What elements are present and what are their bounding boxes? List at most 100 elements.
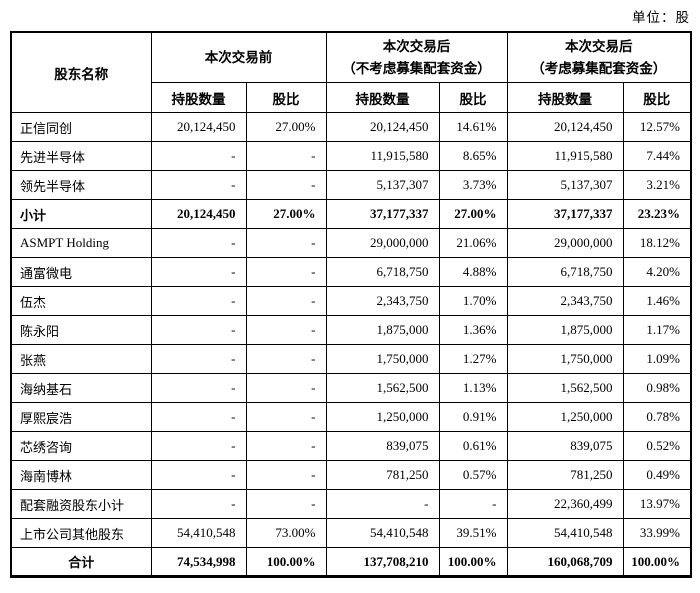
shares-after-incl-cell: 54,410,548 xyxy=(506,518,624,548)
ratio-after-excl-cell: 3.73% xyxy=(438,170,508,200)
shares-after-incl-cell: 2,343,750 xyxy=(506,286,624,316)
ratio-before-cell: 27.00% xyxy=(245,199,327,229)
unit-label: 单位：股 xyxy=(632,10,690,25)
shares-after-incl-cell: 839,075 xyxy=(506,431,624,461)
shares-after-incl-cell: 781,250 xyxy=(506,460,624,490)
shares-before-cell: - xyxy=(150,170,247,200)
ratio-after-excl-cell: 21.06% xyxy=(438,228,508,258)
table-row: 伍杰 - - 2,343,750 1.70% 2,343,750 1.46% xyxy=(10,286,692,316)
ratio-after-excl-cell: 14.61% xyxy=(438,112,508,142)
ratio-before-cell: - xyxy=(245,257,327,287)
table-row: 正信同创 20,124,450 27.00% 20,124,450 14.61%… xyxy=(10,112,692,142)
shareholding-table: 股东名称 本次交易前 本次交易后 （不考虑募集配套资金） 本次交易后 （考虑募集… xyxy=(10,31,692,578)
ratio-after-excl-cell: 1.27% xyxy=(438,344,508,374)
ratio-before-cell: - xyxy=(245,141,327,171)
shares-before-cell: 20,124,450 xyxy=(150,112,247,142)
shares-after-excl-cell: 5,137,307 xyxy=(325,170,440,200)
table-row: 上市公司其他股东 54,410,548 73.00% 54,410,548 39… xyxy=(10,518,692,548)
table-row: ASMPT Holding - - 29,000,000 21.06% 29,0… xyxy=(10,228,692,258)
ratio-after-incl-cell: 0.52% xyxy=(622,431,692,461)
shareholder-name-cell: 小计 xyxy=(10,199,152,229)
header-group-before-transaction: 本次交易前 xyxy=(150,31,327,83)
ratio-after-excl-cell: 1.70% xyxy=(438,286,508,316)
shares-after-excl-cell: 137,708,210 xyxy=(325,547,440,577)
header-group-after-excl-line2: （不考虑募集配套资金） xyxy=(342,60,491,76)
shares-after-excl-cell: 781,250 xyxy=(325,460,440,490)
ratio-after-incl-cell: 1.09% xyxy=(622,344,692,374)
ratio-before-cell: - xyxy=(245,170,327,200)
shareholder-name-cell: 通富微电 xyxy=(10,257,152,287)
shares-before-cell: - xyxy=(150,402,247,432)
shares-after-incl-cell: 160,068,709 xyxy=(506,547,624,577)
shareholder-name-cell: 上市公司其他股东 xyxy=(10,518,152,548)
ratio-before-cell: 73.00% xyxy=(245,518,327,548)
shares-after-excl-cell: 1,750,000 xyxy=(325,344,440,374)
header-shares-count-after-incl: 持股数量 xyxy=(506,82,624,113)
header-group-after-incl-line2: （考虑募集配套资金） xyxy=(531,60,667,76)
header-shareholder-name: 股东名称 xyxy=(10,31,152,113)
shares-before-cell: - xyxy=(150,315,247,345)
table-row: 小计 20,124,450 27.00% 37,177,337 27.00% 3… xyxy=(10,199,692,229)
shares-before-cell: 74,534,998 xyxy=(150,547,247,577)
shares-after-incl-cell: 1,562,500 xyxy=(506,373,624,403)
header-group-after-excl-line1: 本次交易后 xyxy=(382,38,451,54)
shares-after-incl-cell: 1,875,000 xyxy=(506,315,624,345)
shares-after-incl-cell: 5,137,307 xyxy=(506,170,624,200)
table-row: 芯绣咨询 - - 839,075 0.61% 839,075 0.52% xyxy=(10,431,692,461)
header-group-after-incl-line1: 本次交易后 xyxy=(565,38,633,54)
header-group-after-excl-financing: 本次交易后 （不考虑募集配套资金） xyxy=(325,31,508,83)
ratio-before-cell: 27.00% xyxy=(245,112,327,142)
ratio-after-excl-cell: - xyxy=(438,489,508,519)
ratio-after-excl-cell: 1.36% xyxy=(438,315,508,345)
header-group-before-line1: 本次交易前 xyxy=(204,49,273,65)
shares-before-cell: - xyxy=(150,373,247,403)
ratio-after-incl-cell: 13.97% xyxy=(622,489,692,519)
header-shares-count-after-excl: 持股数量 xyxy=(325,82,440,113)
shares-after-excl-cell: 1,562,500 xyxy=(325,373,440,403)
ratio-before-cell: - xyxy=(245,286,327,316)
shares-before-cell: - xyxy=(150,431,247,461)
shares-after-excl-cell: 29,000,000 xyxy=(325,228,440,258)
shareholder-name-cell: 海纳基石 xyxy=(10,373,152,403)
header-group-after-incl-financing: 本次交易后 （考虑募集配套资金） xyxy=(506,31,692,83)
header-share-ratio-after-incl: 股比 xyxy=(622,82,692,113)
shares-after-excl-cell: 11,915,580 xyxy=(325,141,440,171)
shares-before-cell: - xyxy=(150,489,247,519)
table-row: 领先半导体 - - 5,137,307 3.73% 5,137,307 3.21… xyxy=(10,170,692,200)
shares-after-excl-cell: 20,124,450 xyxy=(325,112,440,142)
ratio-after-incl-cell: 33.99% xyxy=(622,518,692,548)
ratio-after-incl-cell: 18.12% xyxy=(622,228,692,258)
shares-after-excl-cell: 37,177,337 xyxy=(325,199,440,229)
shares-before-cell: - xyxy=(150,286,247,316)
shareholder-name-cell: 陈永阳 xyxy=(10,315,152,345)
ratio-after-incl-cell: 23.23% xyxy=(622,199,692,229)
shares-after-excl-cell: 1,875,000 xyxy=(325,315,440,345)
ratio-after-excl-cell: 39.51% xyxy=(438,518,508,548)
shareholder-name-cell: 领先半导体 xyxy=(10,170,152,200)
table-row: 通富微电 - - 6,718,750 4.88% 6,718,750 4.20% xyxy=(10,257,692,287)
shareholder-name-cell: 海南博林 xyxy=(10,460,152,490)
ratio-after-excl-cell: 8.65% xyxy=(438,141,508,171)
shares-before-cell: 20,124,450 xyxy=(150,199,247,229)
shares-after-incl-cell: 29,000,000 xyxy=(506,228,624,258)
shareholder-name-cell: ASMPT Holding xyxy=(10,228,152,258)
shares-after-incl-cell: 37,177,337 xyxy=(506,199,624,229)
shares-before-cell: - xyxy=(150,257,247,287)
ratio-after-excl-cell: 100.00% xyxy=(438,547,508,577)
ratio-after-incl-cell: 1.17% xyxy=(622,315,692,345)
shareholder-name-cell: 合计 xyxy=(10,547,152,577)
table-row: 海南博林 - - 781,250 0.57% 781,250 0.49% xyxy=(10,460,692,490)
shares-after-excl-cell: 6,718,750 xyxy=(325,257,440,287)
shares-before-cell: - xyxy=(150,460,247,490)
shares-before-cell: - xyxy=(150,344,247,374)
ratio-after-incl-cell: 0.49% xyxy=(622,460,692,490)
ratio-after-incl-cell: 100.00% xyxy=(622,547,692,577)
ratio-after-excl-cell: 27.00% xyxy=(438,199,508,229)
ratio-before-cell: - xyxy=(245,402,327,432)
shares-after-excl-cell: 54,410,548 xyxy=(325,518,440,548)
ratio-after-excl-cell: 0.57% xyxy=(438,460,508,490)
ratio-after-incl-cell: 4.20% xyxy=(622,257,692,287)
shares-after-excl-cell: 2,343,750 xyxy=(325,286,440,316)
ratio-after-excl-cell: 0.91% xyxy=(438,402,508,432)
